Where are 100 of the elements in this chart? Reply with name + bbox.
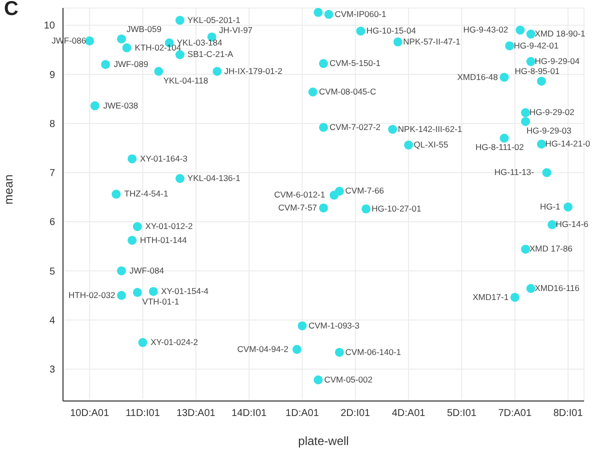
x-tick-label: 13D:A01 bbox=[176, 408, 216, 420]
data-label: CVM-06-140-1 bbox=[345, 346, 402, 357]
data-label: CVM-08-045-C bbox=[318, 86, 376, 97]
point bbox=[314, 375, 323, 384]
point bbox=[212, 66, 222, 76]
point bbox=[148, 286, 158, 296]
y-tick-label: 4 bbox=[49, 315, 56, 326]
data-label: XY-01-154-4 bbox=[161, 286, 209, 296]
data-label: JWF-089 bbox=[114, 58, 148, 69]
point bbox=[521, 244, 530, 254]
data-label: YKL-05-201-1 bbox=[187, 14, 241, 25]
data-label: SB1-C-21-A bbox=[187, 49, 234, 60]
data-label: JWF-084 bbox=[130, 265, 164, 276]
data-label: XMD 17-86 bbox=[529, 244, 573, 254]
data-label: JH-IX-179-01-2 bbox=[224, 66, 283, 76]
point bbox=[128, 236, 137, 245]
point bbox=[116, 290, 126, 300]
data-label: HG-14-21-0 bbox=[545, 138, 590, 149]
data-label: CVM-7-57 bbox=[278, 202, 318, 212]
x-tick-label: 7D:A01 bbox=[498, 408, 532, 420]
data-label: YKL-04-118 bbox=[163, 75, 208, 86]
point bbox=[319, 122, 328, 132]
data-label: HG-9-29-04 bbox=[534, 56, 580, 66]
data-label: CVM-05-002 bbox=[324, 374, 373, 384]
x-tick-label: 4D:A01 bbox=[392, 408, 426, 420]
data-label: JH-VI-97 bbox=[218, 24, 253, 35]
y-axis-title: mean bbox=[1, 174, 16, 204]
x-axis-title: plate-well bbox=[298, 434, 349, 448]
point bbox=[132, 288, 142, 297]
x-tick-label: 10D:A01 bbox=[70, 408, 110, 420]
data-label: JWE-038 bbox=[103, 100, 138, 110]
data-label: CVM-IP060-1 bbox=[334, 8, 387, 19]
data-label: XY-01-024-2 bbox=[150, 337, 198, 348]
point bbox=[132, 222, 142, 232]
data-label: YKL-04-136-1 bbox=[187, 172, 241, 183]
point bbox=[175, 174, 184, 183]
point bbox=[101, 60, 110, 69]
point bbox=[90, 101, 100, 110]
data-label: XY-01-164-3 bbox=[140, 153, 188, 164]
point bbox=[505, 41, 514, 50]
data-label: VTH-01-1 bbox=[142, 296, 180, 306]
point bbox=[154, 66, 164, 76]
data-label: CVM-7-027-2 bbox=[330, 122, 381, 132]
data-label: HG-10-27-01 bbox=[372, 203, 422, 214]
data-label: THZ-4-54-1 bbox=[124, 188, 168, 199]
data-label: HG-8-95-01 bbox=[514, 66, 560, 76]
x-tick-label: 8D:I01 bbox=[553, 408, 584, 420]
data-label: HG-1 bbox=[540, 201, 561, 212]
y-tick-label: 8 bbox=[49, 118, 56, 130]
data-label: CVM-7-66 bbox=[345, 186, 384, 196]
data-label: NPK-142-III-62-1 bbox=[398, 124, 462, 134]
point bbox=[112, 190, 121, 199]
point bbox=[85, 36, 94, 46]
x-tick-label: 5D:I01 bbox=[446, 408, 477, 420]
point bbox=[536, 140, 546, 149]
point bbox=[116, 34, 126, 44]
point bbox=[500, 134, 509, 143]
data-label: HG-8-111-02 bbox=[475, 142, 524, 152]
point bbox=[564, 202, 573, 212]
data-label: CVM-5-150-1 bbox=[330, 58, 381, 68]
chart-title: C bbox=[4, 0, 18, 21]
x-tick-label: 14D:I01 bbox=[232, 408, 268, 420]
point bbox=[404, 140, 414, 150]
x-tick-label: 11D:I01 bbox=[126, 408, 160, 420]
data-label: JWB-059 bbox=[126, 24, 162, 34]
point bbox=[536, 76, 546, 86]
point bbox=[334, 186, 344, 196]
point bbox=[356, 26, 366, 36]
point bbox=[500, 72, 509, 82]
data-label: HG-11-13- bbox=[494, 167, 534, 178]
data-label: XMD16-48 bbox=[457, 72, 498, 82]
point bbox=[334, 348, 344, 357]
point bbox=[308, 88, 318, 97]
point bbox=[128, 154, 137, 164]
data-label: YKL-03-184 bbox=[176, 37, 223, 48]
y-tick-label: 7 bbox=[49, 168, 56, 180]
data-label: XMD 18-90-1 bbox=[534, 28, 586, 39]
data-label: HG-9-29-02 bbox=[529, 107, 575, 118]
point bbox=[138, 338, 148, 348]
y-tick-label: 3 bbox=[49, 364, 56, 376]
point bbox=[521, 116, 530, 126]
data-label: XY-01-012-2 bbox=[145, 221, 193, 232]
point bbox=[319, 59, 328, 68]
point bbox=[526, 57, 536, 66]
point bbox=[298, 321, 307, 330]
point bbox=[526, 284, 536, 294]
point bbox=[362, 204, 371, 214]
data-label: HTH-01-144 bbox=[140, 234, 188, 245]
data-label: CVM-04-94-2 bbox=[237, 344, 289, 354]
data-label: HG-10-15-04 bbox=[366, 26, 416, 36]
data-label: CVM-1-093-3 bbox=[308, 320, 360, 330]
y-tick-label: 5 bbox=[49, 266, 56, 278]
point bbox=[122, 43, 132, 52]
point bbox=[510, 292, 520, 302]
point bbox=[314, 8, 323, 17]
y-tick-label: 6 bbox=[49, 217, 56, 228]
data-label: XMD17-1 bbox=[472, 292, 509, 302]
point bbox=[393, 37, 402, 46]
point bbox=[521, 108, 530, 118]
data-label: QL-XI-55 bbox=[414, 140, 448, 150]
